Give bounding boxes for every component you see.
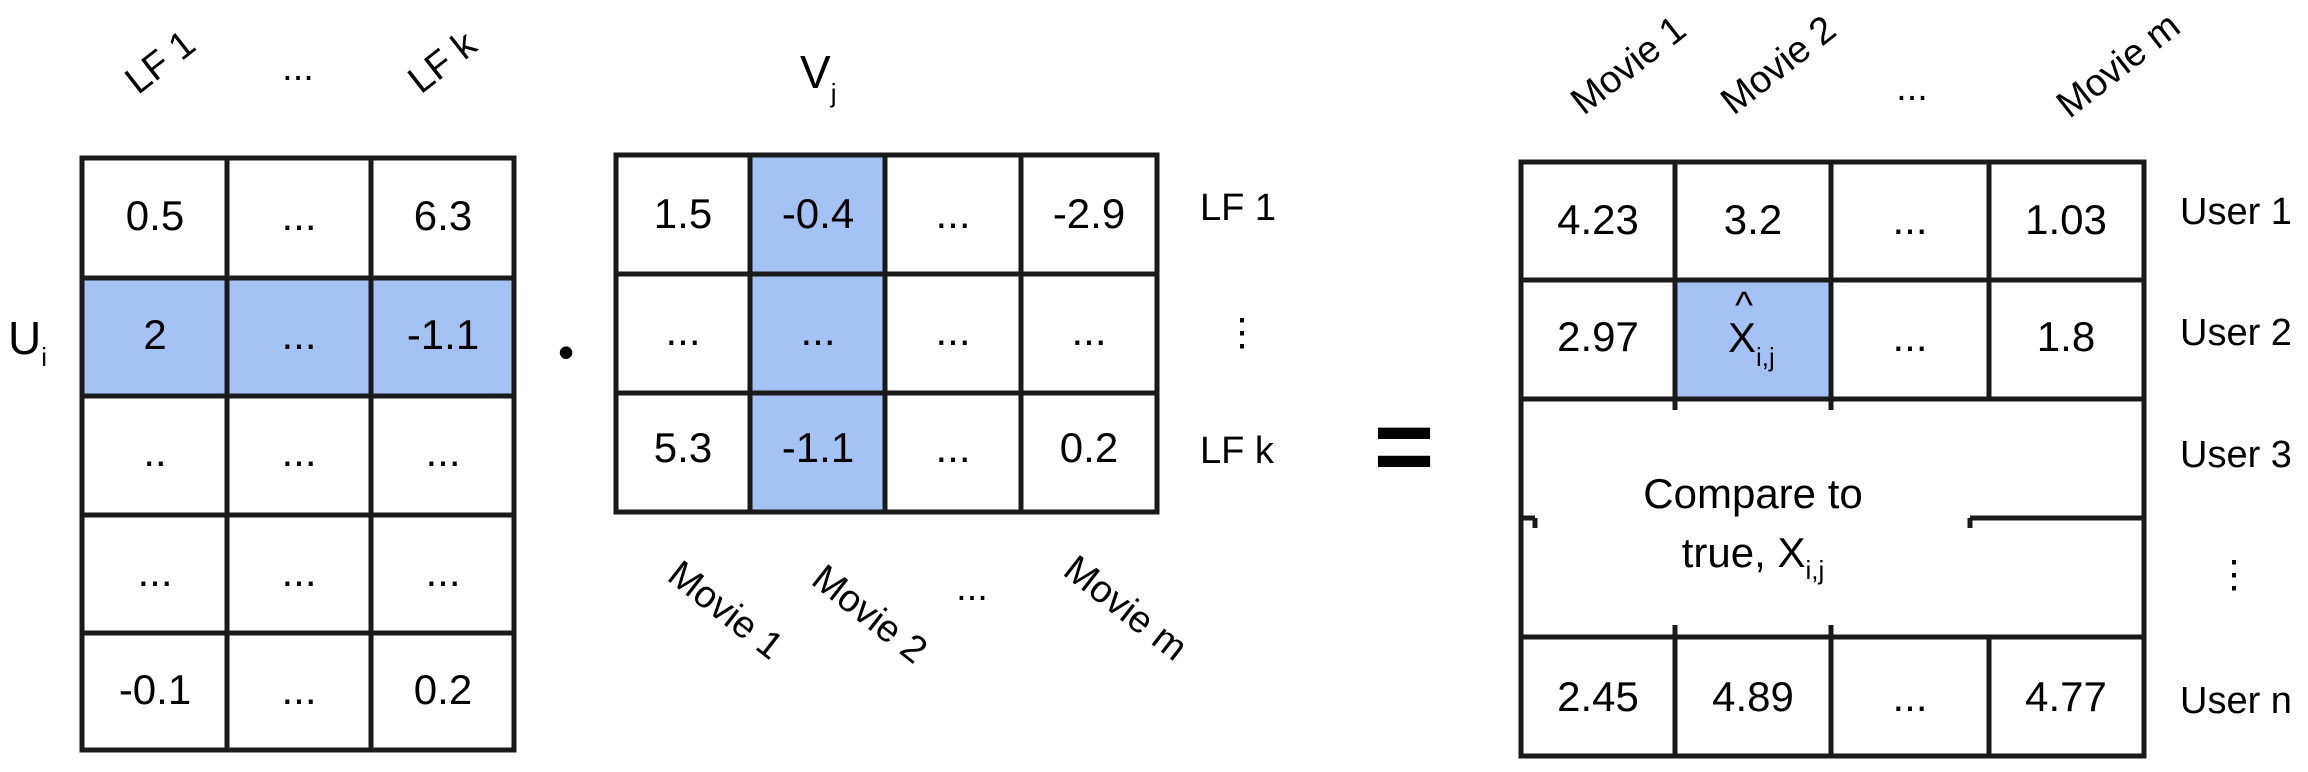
v-cell-r2c4: ... (1071, 307, 1106, 354)
u-cell-r3c2: ... (281, 428, 316, 475)
result-cell-r2c4: 1.8 (2037, 313, 2095, 360)
v-matrix: Vj 1.5 -0.4 ... -2.9 ... ... ... ... 5.3… (613, 46, 1276, 672)
u-matrix: LF 1 ... LF k Ui 0.5 ... 6.3 2 ... -1.1 … (8, 23, 517, 753)
result-cell-r5c2: 4.89 (1712, 673, 1794, 720)
result-row-label-user3: User 3 (2180, 434, 2292, 476)
predicted-rating: ^ Xi,j (1728, 285, 1775, 372)
result-cell-r1c4: 1.03 (2025, 196, 2107, 243)
v-col-header-moviem: Movie m (1056, 548, 1195, 669)
v-cell-r1c1: 1.5 (654, 190, 712, 237)
v-matrix-label: Vj (800, 46, 836, 108)
u-cell-r2c3: -1.1 (407, 311, 479, 358)
predicted-hat: ^ (1735, 285, 1753, 327)
result-col-header-moviem: Movie m (2049, 5, 2188, 126)
u-col-header-ellipsis: ... (282, 47, 314, 89)
result-col-header-movie2: Movie 2 (1713, 8, 1844, 123)
v-row-label-vellipsis: ⋮ (1223, 312, 1261, 354)
u-cell-r3c3: ... (425, 428, 460, 475)
result-cell-r2c1: 2.97 (1557, 313, 1639, 360)
v-cell-r1c2: -0.4 (782, 190, 854, 237)
v-cell-r3c1: 5.3 (654, 424, 712, 471)
result-grid (1518, 159, 2147, 759)
predicted-symbol: Xi,j (1728, 314, 1775, 372)
result-cell-r1c1: 4.23 (1557, 196, 1639, 243)
dot-operator: • (558, 326, 574, 378)
v-cell-r2c1: ... (665, 307, 700, 354)
result-row-label-user1: User 1 (2180, 191, 2292, 233)
u-cell-r5c1: -0.1 (119, 666, 191, 713)
u-cell-r2c2: ... (281, 311, 316, 358)
v-col-header-movie2: Movie 2 (804, 557, 935, 672)
v-cell-r2c3: ... (935, 307, 970, 354)
u-cell-r1c1: 0.5 (126, 192, 184, 239)
u-cell-r2c1: 2 (143, 311, 166, 358)
result-row-label-vellipsis: ⋮ (2215, 554, 2253, 596)
compare-text-line1: Compare to (1643, 470, 1862, 517)
equals-operator: = (1374, 389, 1435, 505)
v-highlight-col (750, 155, 885, 512)
v-grid (613, 152, 1160, 515)
v-cell-r3c2: -1.1 (782, 424, 854, 471)
result-matrix: Movie 1 Movie 2 ... Movie m 4.23 3.2 ...… (1518, 5, 2292, 759)
u-col-header-lf1: LF 1 (118, 23, 204, 103)
result-row-label-user2: User 2 (2180, 312, 2292, 354)
u-cell-r1c2: ... (281, 192, 316, 239)
u-col-header-lfk: LF k (401, 23, 486, 102)
u-matrix-label: Ui (8, 312, 47, 372)
v-cell-r1c3: ... (935, 190, 970, 237)
v-col-header-ellipsis: ... (956, 567, 988, 609)
u-cell-r3c1: .. (143, 428, 166, 475)
u-cell-r4c2: ... (281, 548, 316, 595)
v-cell-r2c2: ... (800, 307, 835, 354)
v-row-label-lf1: LF 1 (1200, 187, 1276, 229)
u-cell-r4c1: ... (137, 548, 172, 595)
u-cell-r5c3: 0.2 (414, 666, 472, 713)
v-row-label-lfk: LF k (1200, 430, 1275, 472)
v-cell-r3c4: 0.2 (1060, 424, 1118, 471)
result-row-label-usern: User n (2180, 680, 2292, 722)
result-cell-r5c4: 4.77 (2025, 673, 2107, 720)
result-cell-r5c1: 2.45 (1557, 673, 1639, 720)
result-col-header-movie1: Movie 1 (1563, 8, 1694, 123)
v-cell-r1c4: -2.9 (1053, 190, 1125, 237)
result-col-header-ellipsis: ... (1896, 67, 1928, 109)
u-cell-r5c2: ... (281, 666, 316, 713)
u-highlight-row (82, 278, 514, 396)
u-cell-r1c3: 6.3 (414, 192, 472, 239)
u-grid (79, 155, 517, 753)
result-cell-r5c3: ... (1892, 673, 1927, 720)
result-cell-r1c2: 3.2 (1724, 196, 1782, 243)
u-cell-r4c3: ... (425, 548, 460, 595)
v-col-header-movie1: Movie 1 (660, 553, 791, 668)
result-highlight-cell (1675, 280, 1831, 399)
compare-text-line2: true, Xi,j (1682, 529, 1825, 585)
result-cell-r1c3: ... (1892, 196, 1927, 243)
v-cell-r3c3: ... (935, 424, 970, 471)
result-cell-r2c3: ... (1892, 313, 1927, 360)
